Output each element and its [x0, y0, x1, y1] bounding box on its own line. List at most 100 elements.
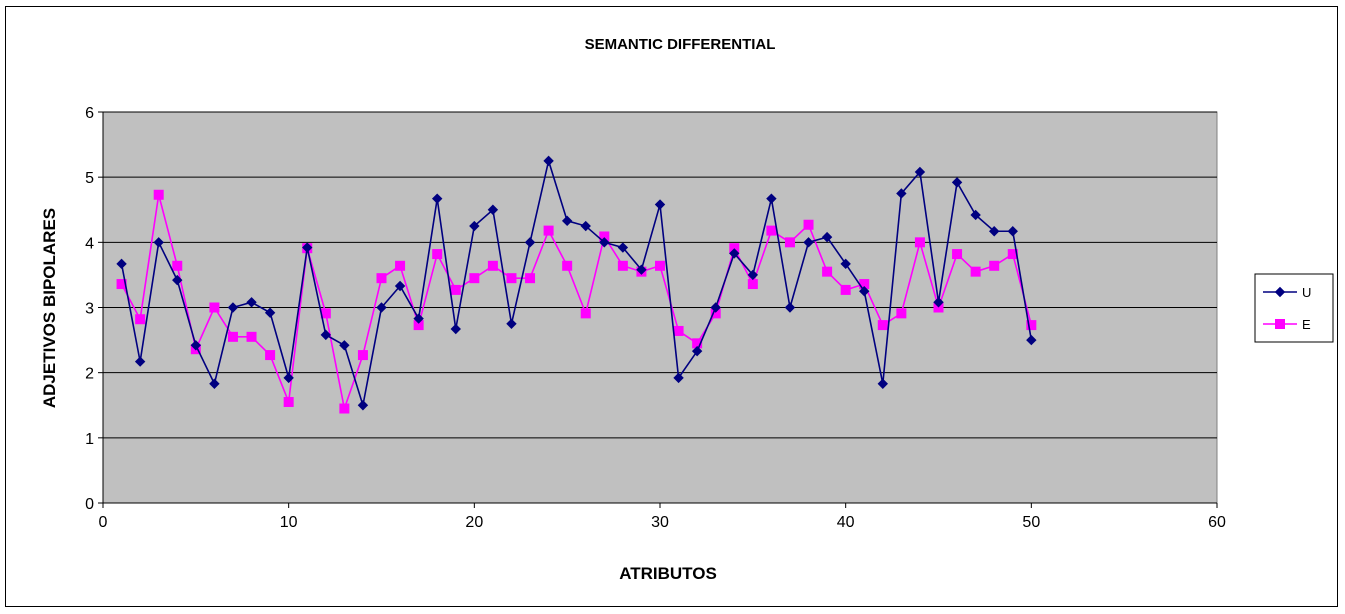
legend-box [1254, 273, 1334, 343]
x-tick-label: 40 [837, 514, 855, 531]
x-tick-label: 60 [1208, 514, 1226, 531]
data-point-e [487, 260, 498, 271]
data-point-u [116, 258, 127, 270]
data-point-e [135, 314, 146, 325]
x-tick-label: 20 [465, 514, 483, 531]
data-point-u [636, 264, 647, 275]
y-tick-label: 4 [85, 235, 94, 252]
data-point-e [562, 260, 573, 271]
data-point-u [617, 242, 629, 253]
data-point-u [784, 302, 796, 313]
data-point-e [655, 260, 665, 271]
data-point-e [766, 225, 777, 236]
x-axis-title: ATRIBUTOS [619, 564, 717, 583]
data-point-e [617, 260, 628, 271]
series-e [116, 189, 1037, 414]
legend: UE [1254, 273, 1334, 343]
legend-label: E [1302, 317, 1311, 332]
data-point-u [914, 166, 926, 178]
data-point-u [320, 329, 332, 341]
data-point-e [747, 279, 758, 290]
data-point-e [469, 273, 480, 284]
data-point-u [506, 318, 517, 329]
data-point-u [431, 193, 443, 204]
y-tick-label: 1 [85, 431, 94, 448]
data-point-e [840, 284, 851, 295]
data-point-u [859, 286, 870, 297]
data-point-u [487, 204, 499, 215]
data-point-e [1026, 320, 1037, 331]
x-tick-label: 30 [651, 514, 669, 531]
y-tick-label: 3 [85, 301, 94, 318]
data-point-u [803, 237, 814, 248]
series-line-e [120, 194, 1033, 412]
legend-entry-e: E [1263, 317, 1311, 332]
data-point-e [506, 273, 517, 284]
legend-swatch-marker [1274, 286, 1286, 298]
data-point-u [524, 237, 536, 248]
x-tick-label: 0 [99, 514, 108, 531]
data-point-e [376, 273, 387, 284]
data-point-u [654, 199, 666, 210]
data-point-e [673, 325, 684, 336]
y-tick-label: 0 [85, 496, 94, 513]
data-point-u [599, 237, 610, 248]
data-point-u [190, 340, 202, 351]
data-point-u [1026, 334, 1037, 346]
data-point-u [580, 220, 591, 232]
data-point-e [877, 320, 888, 331]
data-point-u [673, 372, 684, 384]
data-point-e [246, 331, 257, 342]
data-point-u [933, 297, 944, 308]
data-point-u [691, 345, 703, 357]
y-tick-label: 2 [85, 366, 94, 383]
series-layer [116, 155, 1037, 414]
chart-title: SEMANTIC DIFFERENTIAL [585, 36, 776, 53]
data-point-e [283, 396, 294, 407]
data-point-u [710, 302, 721, 313]
data-point-e [227, 331, 238, 342]
data-point-e [432, 249, 443, 260]
data-point-u [747, 269, 759, 281]
data-point-u [264, 307, 276, 318]
data-point-e [784, 237, 795, 248]
y-axis-title: ADJETIVOS BIPOLARES [40, 208, 59, 408]
data-point-u [821, 231, 833, 243]
data-point-e [580, 308, 591, 319]
data-point-u [134, 356, 146, 367]
data-point-e [209, 302, 220, 313]
data-point-u [227, 302, 239, 313]
data-point-u [896, 188, 907, 199]
data-point-u [469, 220, 480, 232]
data-point-u [970, 209, 981, 221]
data-point-e [395, 260, 406, 271]
data-point-u [729, 248, 740, 259]
data-point-e [914, 237, 925, 248]
data-point-u [172, 274, 183, 286]
data-point-u [413, 313, 424, 324]
data-point-e [357, 350, 368, 361]
data-point-u [302, 242, 313, 253]
data-point-u [283, 372, 294, 384]
data-point-u [951, 177, 963, 188]
data-point-u [543, 155, 554, 167]
series-line-u [120, 157, 1033, 406]
data-point-u [1007, 226, 1018, 237]
data-point-e [153, 189, 164, 200]
data-point-u [153, 237, 164, 248]
data-point-e [265, 350, 276, 361]
data-point-e [803, 219, 814, 230]
series-u [116, 155, 1037, 411]
x-tick-label: 50 [1022, 514, 1040, 531]
data-point-u [357, 400, 369, 411]
data-point-u [877, 378, 889, 389]
data-point-e [989, 260, 1000, 271]
y-tick-label: 6 [85, 105, 94, 122]
data-point-u [246, 297, 257, 308]
data-point-e [952, 249, 963, 260]
y-tick-label: 5 [85, 170, 94, 187]
data-point-e [970, 266, 981, 277]
data-point-e [172, 260, 183, 271]
axes [98, 111, 1218, 508]
